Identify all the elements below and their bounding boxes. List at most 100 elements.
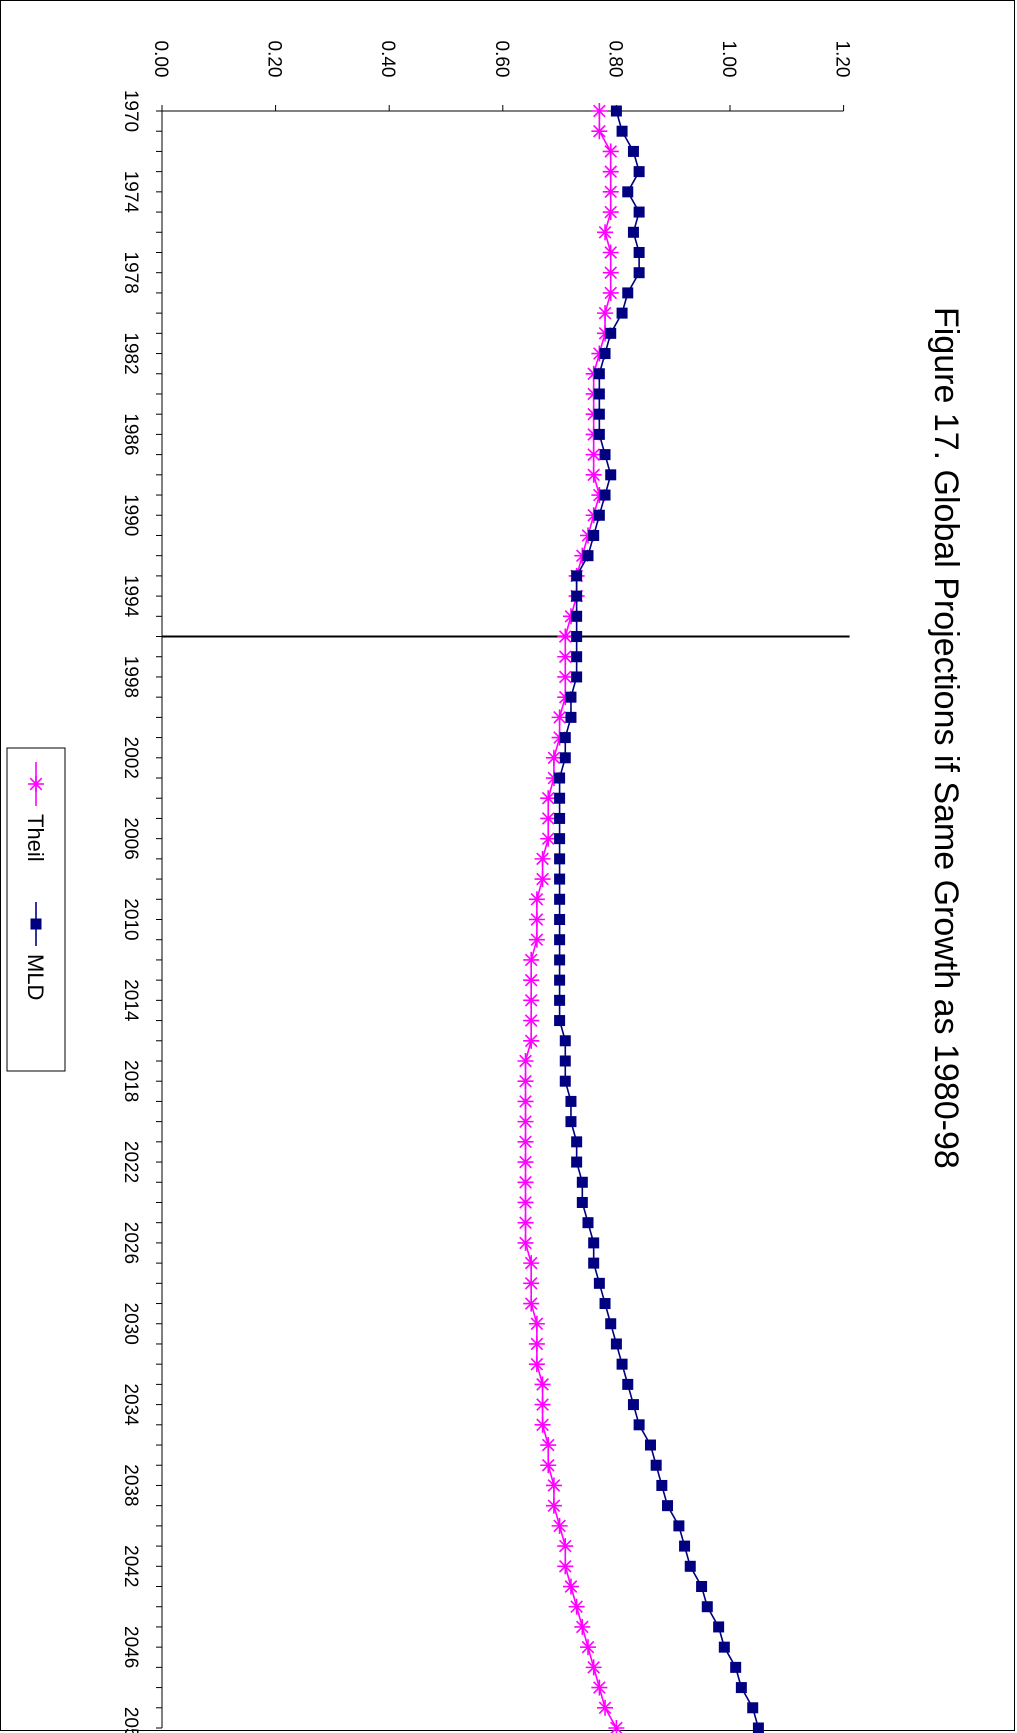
data-point-square [554,772,566,784]
series-mld [554,105,764,1733]
data-point-square [571,671,583,683]
data-point-asterisk [540,1457,557,1474]
data-point-square [571,590,583,602]
data-point-square [559,732,571,744]
data-point-asterisk [597,224,614,241]
data-point-square [599,449,611,461]
data-point-asterisk [591,123,608,140]
data-point-asterisk [523,992,540,1009]
legend-entry-mld: MLD [23,902,48,1000]
data-point-square [554,994,566,1006]
year-tick-label: 2014 [120,979,141,1022]
data-point-square [588,529,600,541]
data-point-square [593,368,605,380]
data-point-square [593,388,605,400]
data-point-square [582,1217,594,1229]
legend-entry-theil: Theil [23,762,48,862]
data-point-square [627,226,639,238]
year-tick-label: 1994 [120,575,141,618]
series-theil [517,103,625,1733]
data-point-square [571,570,583,582]
data-point-asterisk [534,1416,551,1433]
data-point-square [622,287,634,299]
data-point-square [616,307,628,319]
data-point-asterisk [517,1194,534,1211]
data-point-asterisk [528,1335,545,1352]
year-tick-label: 2050 [120,1707,141,1733]
data-point-square [644,1439,656,1451]
data-point-square [554,873,566,885]
data-point-asterisk [28,776,44,792]
data-point-asterisk [580,1639,596,1656]
data-point-square [559,1055,571,1067]
data-point-square [610,1338,622,1350]
data-point-square [565,1116,577,1128]
data-point-square [554,833,566,845]
data-point-square [633,1419,645,1431]
year-tick-label: 2018 [120,1060,141,1102]
data-point-square [554,853,566,865]
data-point-square [735,1682,747,1694]
data-point-asterisk [523,1255,540,1272]
data-point-square [679,1540,691,1552]
data-point-square [559,1035,571,1047]
data-point-square [571,1156,583,1168]
data-point-square [701,1601,713,1613]
data-point-asterisk [540,790,557,807]
data-point-asterisk [528,911,545,928]
data-point-asterisk [557,1558,574,1575]
data-point-square [571,1136,583,1148]
data-point-square [554,893,566,905]
data-point-square [747,1702,759,1714]
year-tick-label: 1990 [120,494,141,536]
data-point-asterisk [602,284,619,301]
data-point-square [593,1277,605,1289]
data-point-square [656,1479,668,1491]
data-point-asterisk [568,1598,585,1615]
data-point-asterisk [551,1517,568,1534]
year-tick-label: 2034 [120,1383,141,1426]
data-point-asterisk [540,810,557,827]
data-point-square [633,206,645,218]
data-point-square [684,1560,696,1572]
year-tick-label: 2006 [120,818,141,860]
data-point-asterisk [557,628,574,645]
data-point-asterisk [574,1618,591,1635]
data-point-square [622,1378,634,1390]
year-tick-label: 2010 [120,898,141,940]
data-point-square [559,1075,571,1087]
data-point-asterisk [523,1275,540,1292]
data-point-square [593,408,605,420]
data-point-square [622,186,634,198]
data-point-square [576,1176,588,1188]
data-point-asterisk [585,1659,602,1676]
data-point-square [576,1196,588,1208]
year-tick-label: 2002 [120,737,141,779]
data-point-asterisk [528,1356,545,1373]
data-point-square [605,469,617,481]
data-point-square [599,489,611,501]
value-tick-label: 0.60 [491,41,512,78]
year-tick-label: 1970 [120,90,141,132]
data-point-asterisk [545,1497,562,1514]
value-tick-label: 1.00 [718,41,739,78]
data-point-square [616,125,628,137]
data-point-square [605,1318,617,1330]
data-point-asterisk [534,871,551,888]
legend-label: Theil [23,814,48,862]
data-point-square [571,631,583,643]
data-point-asterisk [517,1133,534,1150]
data-point-square [627,1399,639,1411]
data-point-asterisk [557,1538,574,1555]
data-point-square [633,166,645,178]
data-point-square [554,934,566,946]
year-tick-label: 1998 [120,656,141,698]
value-tick-label: 0.40 [377,41,398,78]
data-point-asterisk [585,446,602,463]
data-point-asterisk [528,1315,545,1332]
year-tick-label: 2030 [120,1303,141,1345]
data-point-asterisk [562,1578,579,1595]
data-point-asterisk [517,1234,534,1251]
